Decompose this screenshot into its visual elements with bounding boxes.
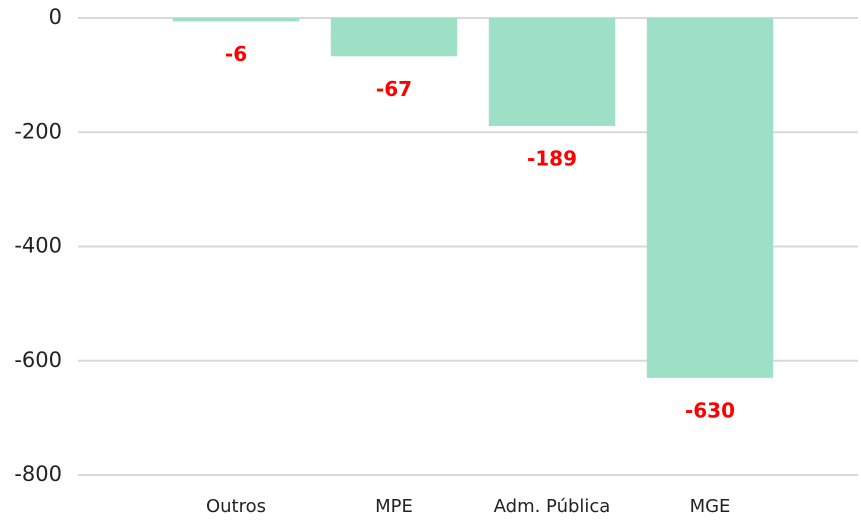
x-tick-label: MGE [690, 496, 731, 517]
x-tick-label: MPE [375, 496, 413, 517]
y-tick-label: -600 [14, 348, 62, 372]
y-tick-label: -800 [14, 462, 62, 486]
value-label: -630 [685, 398, 735, 422]
bar [172, 18, 300, 22]
bar [646, 18, 774, 378]
value-label: -67 [376, 77, 412, 101]
y-tick-label: -200 [14, 119, 62, 143]
value-label: -189 [527, 146, 577, 170]
bar [488, 18, 616, 126]
y-tick-label: -400 [14, 234, 62, 258]
value-label: -6 [225, 42, 247, 66]
y-tick-label: 0 [49, 5, 62, 29]
bar [330, 18, 458, 57]
x-tick-label: Adm. Pública [494, 496, 611, 517]
x-tick-label: Outros [206, 496, 266, 517]
